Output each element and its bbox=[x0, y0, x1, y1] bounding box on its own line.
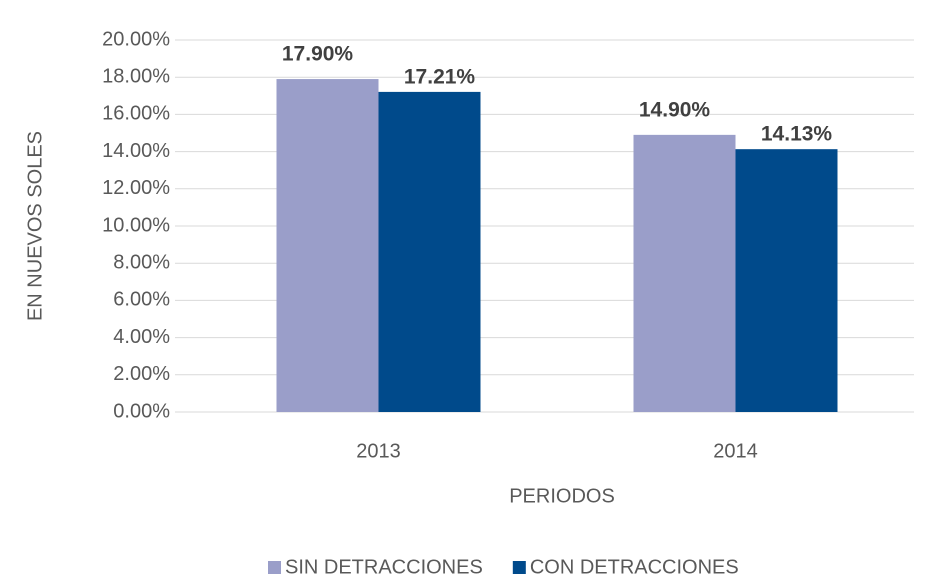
y-axis-label: EN NUEVOS SOLES bbox=[24, 131, 46, 321]
y-tick-label: 2.00% bbox=[113, 363, 170, 385]
y-tick-label: 8.00% bbox=[113, 251, 170, 273]
y-tick-label: 4.00% bbox=[113, 326, 170, 348]
bar bbox=[634, 135, 736, 412]
x-tick-label: 2014 bbox=[713, 440, 758, 462]
bar bbox=[277, 79, 379, 412]
bar bbox=[379, 92, 481, 412]
value-label: 17.21% bbox=[404, 65, 476, 88]
chart: PERIODOS EN NUEVOS SOLES 0.00% 2.00% 4.00%… bbox=[0, 0, 930, 584]
y-tick-label: 20.00% bbox=[102, 28, 170, 50]
legend-swatch bbox=[513, 561, 526, 574]
y-tick-label: 18.00% bbox=[102, 65, 170, 87]
value-label: 14.13% bbox=[761, 123, 833, 146]
y-tick-label: 6.00% bbox=[113, 289, 170, 311]
legend-label: CON DETRACCIONES bbox=[530, 556, 739, 578]
x-axis-label: PERIODOS bbox=[509, 485, 615, 507]
page: PERIODOS EN NUEVOS SOLES 0.00% 2.00% 4.00%… bbox=[0, 0, 930, 584]
legend-label: SIN DETRACCIONES bbox=[285, 556, 483, 578]
value-label: 14.90% bbox=[639, 98, 711, 121]
y-tick-label: 0.00% bbox=[113, 400, 170, 422]
bar bbox=[736, 149, 838, 412]
y-tick-label: 14.00% bbox=[102, 140, 170, 162]
y-tick-label: 12.00% bbox=[102, 177, 170, 199]
y-tick-label: 16.00% bbox=[102, 103, 170, 125]
value-label: 17.90% bbox=[282, 43, 354, 66]
x-tick-label: 2013 bbox=[356, 440, 401, 462]
y-tick-label: 10.00% bbox=[102, 214, 170, 236]
legend-swatch bbox=[268, 561, 281, 574]
